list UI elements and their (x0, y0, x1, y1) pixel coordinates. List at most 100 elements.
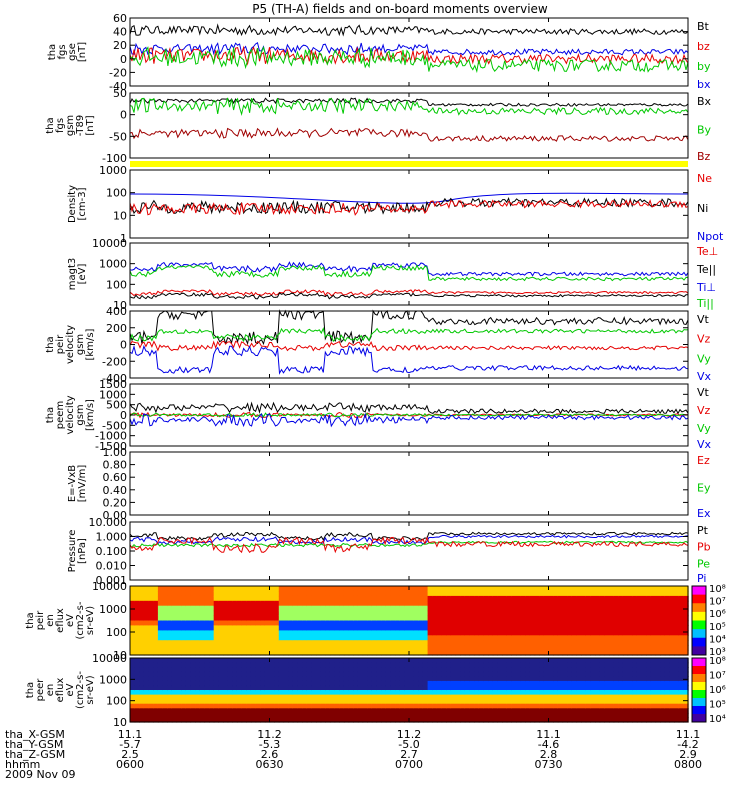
spectrogram-cell (618, 699, 624, 705)
spectrogram-cell (236, 676, 243, 682)
spectrogram-cell (227, 630, 233, 636)
spectrogram-cell (502, 676, 508, 682)
spectrogram-cell (176, 690, 182, 696)
spectrogram-cell (195, 615, 201, 622)
spectrogram-cell (446, 685, 452, 691)
spectrogram-cell (497, 635, 503, 641)
spectrogram-cell (399, 600, 405, 607)
spectrogram-cell (488, 615, 494, 622)
spectrogram-cell (571, 610, 578, 617)
spectrogram-cell (641, 676, 647, 682)
spectrogram-cell (641, 662, 647, 668)
spectrogram-cell (362, 615, 368, 622)
spectrogram-cell (632, 625, 638, 631)
y-tick-label: 0.010 (96, 560, 128, 573)
spectrogram-cell (669, 712, 675, 719)
spectrogram-cell (502, 615, 508, 622)
spectrogram-cell (348, 690, 354, 696)
spectrogram-cell (325, 703, 331, 709)
spectrogram-cell (464, 676, 471, 682)
spectrogram-cell (604, 708, 610, 714)
spectrogram-cell (669, 676, 675, 682)
series-line (129, 536, 689, 554)
spectrogram-cell (539, 685, 545, 691)
spectrogram-cell (646, 615, 652, 622)
spectrogram-cell (520, 699, 526, 705)
spectrogram-cell (660, 680, 666, 687)
spectrogram-cell (139, 595, 145, 602)
spectrogram-cell (609, 708, 615, 714)
spectrogram-cell (548, 650, 554, 656)
spectrogram-cell (571, 590, 578, 597)
spectrogram-cell (316, 610, 322, 617)
spectrogram-cell (195, 690, 201, 696)
spectrogram-cell (432, 708, 438, 714)
x-tick-label: -5.3 (259, 738, 280, 751)
spectrogram-cell (534, 694, 540, 700)
spectrogram-cell (520, 620, 526, 626)
spectrogram-cell (655, 635, 661, 641)
spectrogram-cell (450, 615, 457, 622)
spectrogram-cell (167, 635, 173, 641)
spectrogram-cell (181, 712, 187, 719)
spectrogram-cell (413, 590, 419, 597)
spectrogram-cell (441, 620, 447, 626)
spectrogram-cell (413, 630, 419, 636)
spectrogram-cell (502, 635, 508, 641)
spectrogram-cell (232, 645, 238, 651)
spectrogram-cell (581, 658, 587, 664)
y-tick-label: 0 (120, 109, 127, 122)
spectrogram-cell (218, 703, 224, 709)
spectrogram-cell (297, 680, 303, 687)
spectrogram-cell (255, 625, 261, 631)
spectrogram-cell (599, 712, 605, 719)
spectrogram-cell (325, 676, 331, 682)
spectrogram-cell (320, 694, 326, 700)
spectrogram-cell (674, 658, 680, 664)
spectrogram-cell (660, 645, 666, 651)
spectrogram-cell (185, 600, 192, 607)
spectrogram-cell (348, 662, 354, 668)
spectrogram-cell (223, 600, 229, 607)
spectrogram-cell (455, 694, 461, 700)
spectrogram-cell (171, 630, 178, 636)
spectrogram-cell (269, 667, 275, 673)
spectrogram-cell (422, 650, 429, 656)
spectrogram-cell (171, 625, 178, 631)
spectrogram-cell (474, 717, 480, 723)
spectrogram-cell (297, 635, 303, 641)
spectrogram-cell (176, 685, 182, 691)
spectrogram-cell (213, 685, 219, 691)
spectrogram-cell (264, 662, 271, 668)
spectrogram-cell (395, 620, 401, 626)
spectrogram-cell (585, 650, 591, 656)
spectrogram-cell (288, 680, 294, 687)
spectrogram-cell (413, 605, 419, 612)
spectrogram-cell (274, 676, 280, 682)
spectrogram-cell (609, 699, 615, 705)
spectrogram-cell (218, 590, 224, 597)
spectrogram-cell (404, 680, 410, 687)
spectrogram-cell (139, 605, 145, 612)
spectrogram-cell (641, 615, 647, 622)
spectrogram-cell (595, 667, 601, 673)
spectrogram-cell (139, 694, 145, 700)
spectrogram-cell (311, 650, 317, 656)
spectrogram-cell (525, 600, 531, 607)
spectrogram-cell (130, 703, 136, 709)
spectrogram-cell (185, 676, 192, 682)
spectrogram-cell (520, 605, 526, 612)
spectrogram-cell (395, 586, 401, 592)
spectrogram-cell (241, 615, 247, 622)
spectrogram-cell (613, 615, 619, 622)
spectrogram-cell (618, 694, 624, 700)
spectrogram-cell (218, 640, 224, 646)
spectrogram-cell (404, 717, 410, 723)
spectrogram-cell (674, 676, 680, 682)
spectrogram-cell (162, 685, 168, 691)
spectrogram-cell (139, 600, 145, 607)
spectrogram-cell (622, 699, 629, 705)
spectrogram-cell (511, 590, 517, 597)
spectrogram-cell (646, 590, 652, 597)
spectrogram-cell (288, 640, 294, 646)
